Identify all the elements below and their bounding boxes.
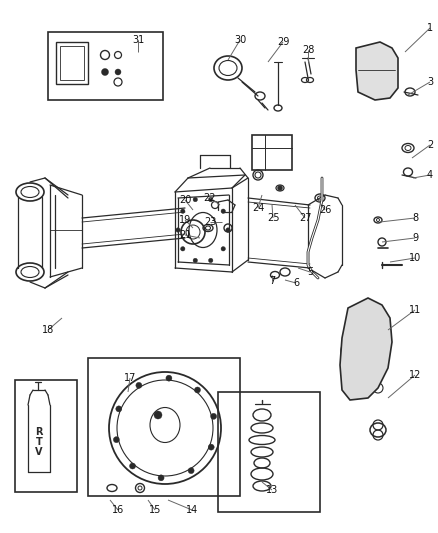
Bar xyxy=(88,358,240,496)
Text: 23: 23 xyxy=(204,217,216,227)
Circle shape xyxy=(176,228,180,232)
Circle shape xyxy=(226,228,230,232)
Bar xyxy=(218,392,320,512)
Text: 14: 14 xyxy=(186,505,198,515)
Bar xyxy=(48,32,163,100)
Bar xyxy=(60,46,84,80)
Text: 4: 4 xyxy=(427,170,433,180)
Text: 20: 20 xyxy=(179,195,191,205)
Text: 21: 21 xyxy=(179,230,191,240)
Text: 7: 7 xyxy=(269,276,275,286)
Circle shape xyxy=(278,185,283,190)
Bar xyxy=(56,42,88,84)
Circle shape xyxy=(166,375,172,381)
Text: 25: 25 xyxy=(267,213,279,223)
Bar xyxy=(252,135,292,170)
Text: 31: 31 xyxy=(132,35,144,45)
Circle shape xyxy=(116,406,122,412)
Circle shape xyxy=(113,437,120,443)
Text: 28: 28 xyxy=(302,45,314,55)
Circle shape xyxy=(208,258,213,263)
Text: 9: 9 xyxy=(412,233,418,243)
Text: 27: 27 xyxy=(299,213,311,223)
Text: 13: 13 xyxy=(266,485,278,495)
Circle shape xyxy=(180,209,185,213)
Text: 8: 8 xyxy=(412,213,418,223)
Circle shape xyxy=(211,413,217,419)
Circle shape xyxy=(102,69,109,76)
Text: R: R xyxy=(35,427,43,437)
Circle shape xyxy=(158,475,164,481)
Text: 6: 6 xyxy=(293,278,299,288)
Text: 15: 15 xyxy=(149,505,161,515)
Text: 19: 19 xyxy=(179,215,191,225)
Circle shape xyxy=(193,258,198,263)
Text: 18: 18 xyxy=(42,325,54,335)
Polygon shape xyxy=(356,42,398,100)
Circle shape xyxy=(180,247,185,251)
Text: 30: 30 xyxy=(234,35,246,45)
Circle shape xyxy=(208,197,213,202)
Circle shape xyxy=(221,209,226,213)
Text: 1: 1 xyxy=(427,23,433,33)
Text: 16: 16 xyxy=(112,505,124,515)
Text: 17: 17 xyxy=(124,373,136,383)
Text: 26: 26 xyxy=(319,205,331,215)
Text: 5: 5 xyxy=(307,267,313,277)
Text: T: T xyxy=(35,437,42,447)
Text: 2: 2 xyxy=(427,140,433,150)
Text: 24: 24 xyxy=(252,203,264,213)
Circle shape xyxy=(154,411,162,419)
Circle shape xyxy=(136,382,142,389)
Circle shape xyxy=(130,463,135,469)
Circle shape xyxy=(208,444,214,450)
Text: 11: 11 xyxy=(409,305,421,315)
Circle shape xyxy=(193,197,198,202)
Polygon shape xyxy=(340,298,392,400)
Text: 12: 12 xyxy=(409,370,421,380)
Bar xyxy=(15,380,77,492)
Text: 29: 29 xyxy=(277,37,289,47)
Circle shape xyxy=(221,247,226,251)
Text: 10: 10 xyxy=(409,253,421,263)
Circle shape xyxy=(115,69,121,75)
Text: V: V xyxy=(35,447,43,457)
Circle shape xyxy=(188,467,194,474)
Text: 22: 22 xyxy=(204,193,216,203)
Text: 3: 3 xyxy=(427,77,433,87)
Circle shape xyxy=(194,387,201,393)
